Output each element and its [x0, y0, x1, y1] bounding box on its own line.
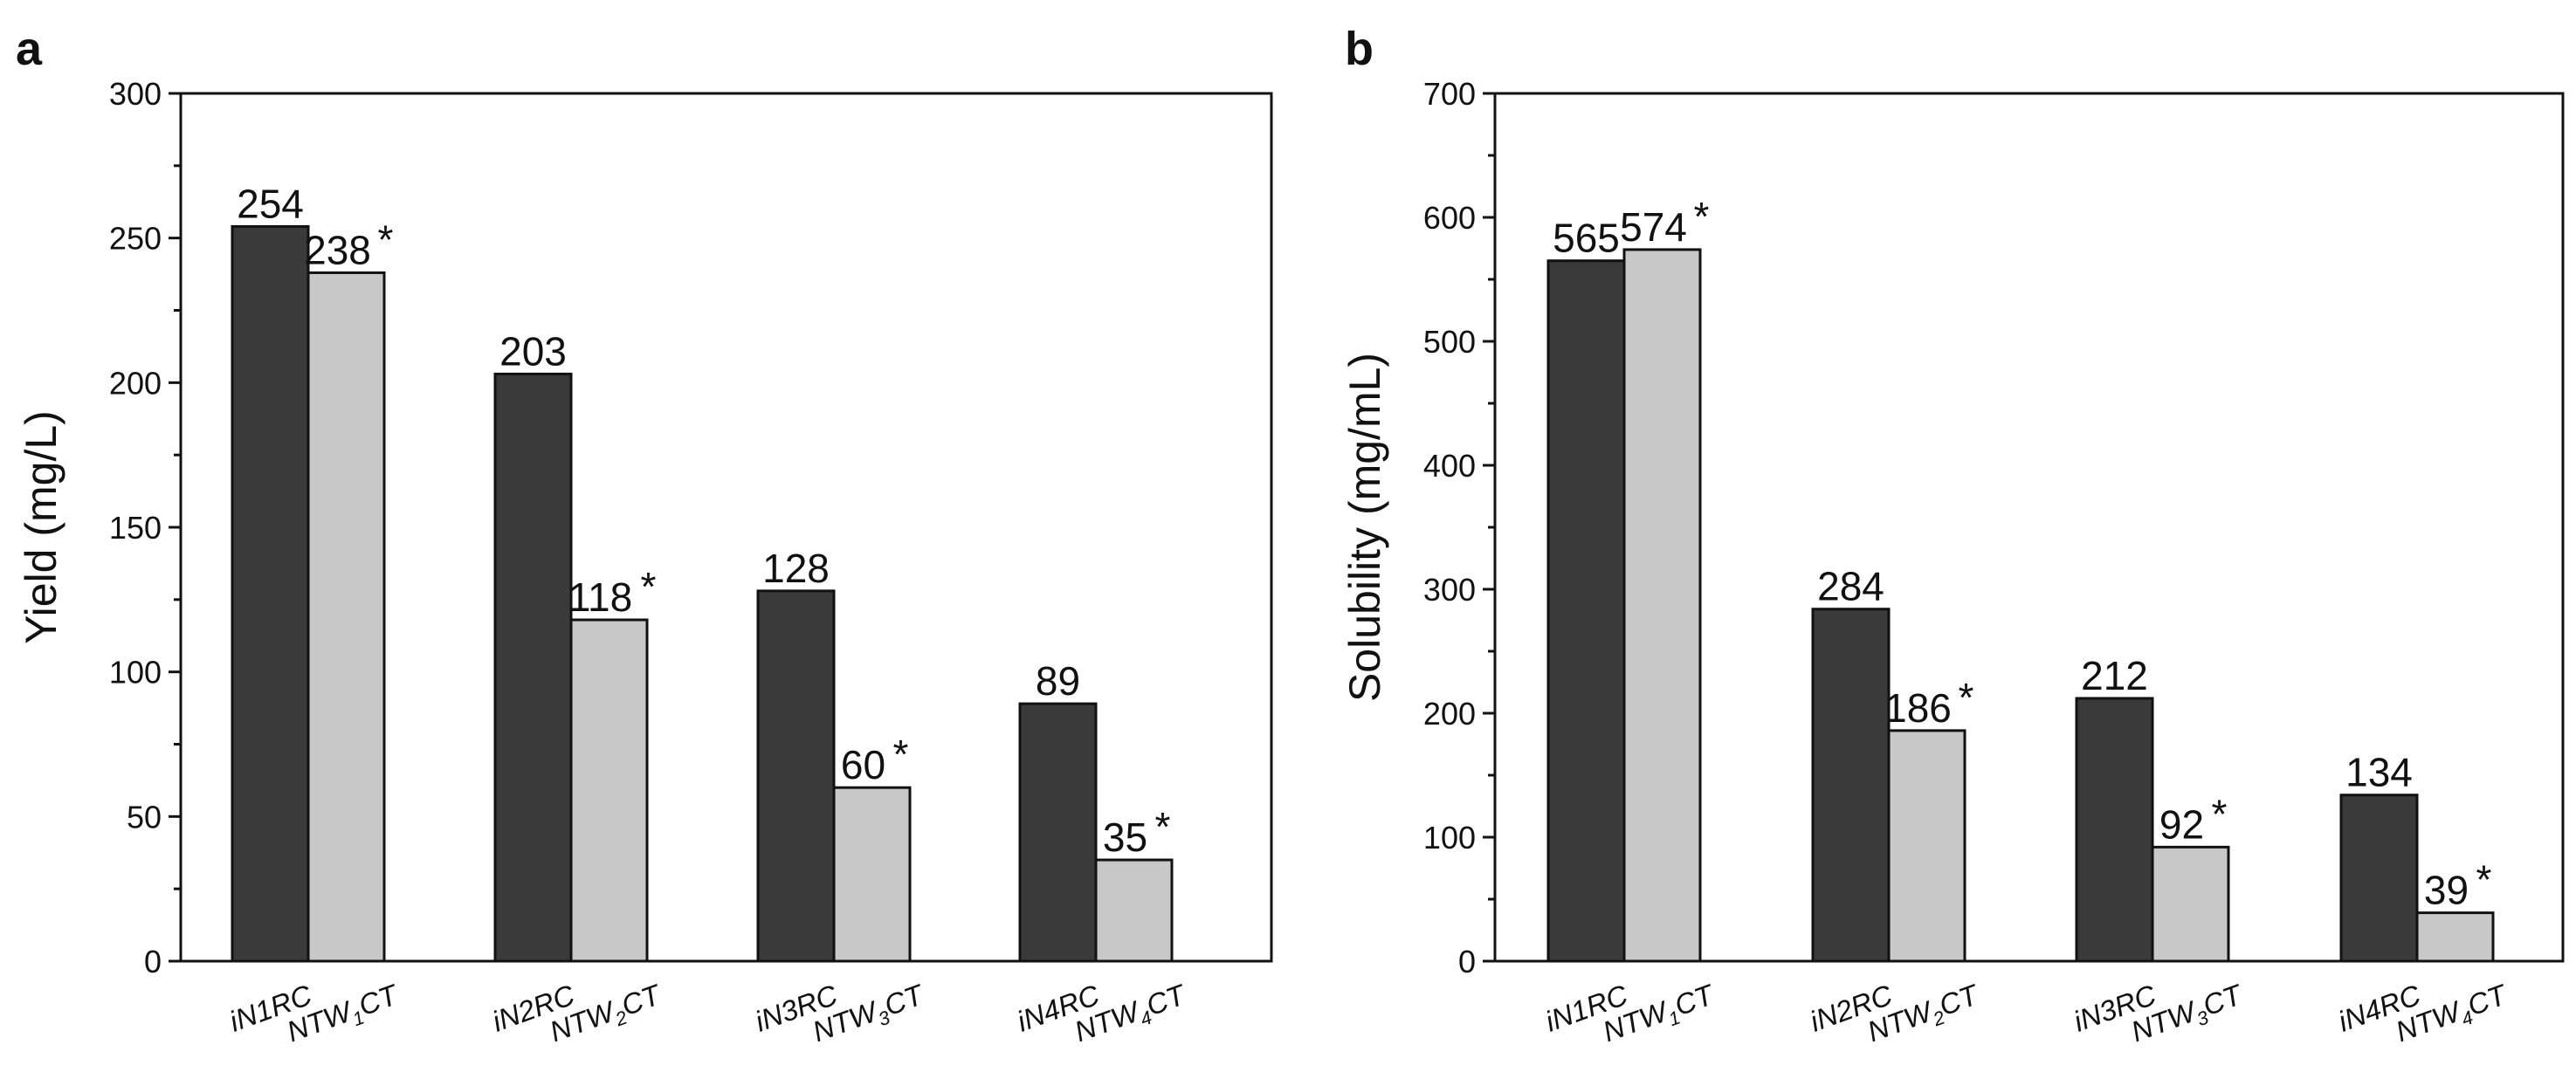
bar-dark-1	[1546, 259, 1626, 963]
significance-star-1: *	[378, 216, 394, 262]
y-axis-title: Solubility (mg/mL)	[1340, 353, 1389, 702]
bar-light-1	[1622, 248, 1702, 963]
value-label-light-1: 574	[1620, 204, 1687, 250]
value-label-light-2: 186	[1884, 685, 1952, 731]
bar-light-2	[569, 618, 649, 963]
value-label-dark-3: 212	[2081, 653, 2148, 698]
bar-dark-4	[2339, 794, 2419, 963]
y-tick-label: 200	[1423, 696, 1476, 732]
y-tick-label: 250	[109, 221, 162, 257]
bar-light-4	[1094, 858, 1174, 963]
significance-star-2: *	[1959, 675, 1974, 720]
y-tick-label: 0	[144, 944, 162, 979]
bar-light-4	[2415, 911, 2495, 963]
bar-light-1	[307, 271, 386, 963]
y-tick-label: 100	[109, 655, 162, 691]
value-label-light-3: 92	[2159, 801, 2204, 847]
bar-light-3	[2151, 845, 2230, 963]
value-label-dark-4: 89	[1036, 658, 1080, 704]
bar-light-3	[832, 786, 912, 963]
value-label-dark-2: 203	[499, 328, 567, 374]
y-tick-label: 0	[1458, 944, 1476, 979]
value-label-light-3: 60	[841, 742, 885, 787]
value-label-light-1: 238	[304, 227, 371, 272]
y-tick-label: 150	[109, 510, 162, 546]
value-label-dark-4: 134	[2345, 750, 2413, 795]
significance-star-2: *	[641, 564, 657, 609]
panel-a-letter: a	[16, 23, 43, 75]
y-axis-title: Yield (mg/L)	[17, 410, 65, 644]
significance-star-3: *	[2212, 791, 2228, 836]
y-tick-label: 300	[109, 76, 162, 112]
panel-b-letter: b	[1345, 23, 1374, 75]
significance-star-4: *	[2476, 857, 2492, 903]
significance-star-3: *	[893, 732, 909, 777]
y-tick-label: 400	[1423, 448, 1476, 484]
value-label-dark-2: 284	[1817, 564, 1884, 609]
y-tick-label: 50	[127, 799, 162, 835]
value-label-light-2: 118	[568, 574, 632, 620]
bar-dark-2	[1811, 608, 1891, 963]
bar-dark-2	[493, 372, 573, 963]
bar-dark-3	[2075, 697, 2154, 963]
significance-star-4: *	[1155, 804, 1171, 849]
bar-light-2	[1887, 729, 1966, 963]
value-label-dark-1: 254	[237, 181, 304, 226]
significance-star-1: *	[1694, 194, 1710, 239]
bar-dark-3	[756, 589, 836, 963]
value-label-dark-1: 565	[1553, 216, 1620, 261]
y-tick-label: 500	[1423, 324, 1476, 360]
y-tick-label: 100	[1423, 820, 1476, 856]
value-label-dark-3: 128	[762, 546, 830, 591]
bar-dark-1	[231, 224, 310, 963]
value-label-light-4: 39	[2424, 868, 2469, 913]
y-tick-label: 600	[1423, 200, 1476, 236]
y-tick-label: 700	[1423, 76, 1476, 112]
bar-dark-4	[1018, 702, 1098, 963]
y-tick-label: 200	[109, 365, 162, 401]
y-tick-label: 300	[1423, 572, 1476, 608]
value-label-light-4: 35	[1103, 814, 1147, 860]
